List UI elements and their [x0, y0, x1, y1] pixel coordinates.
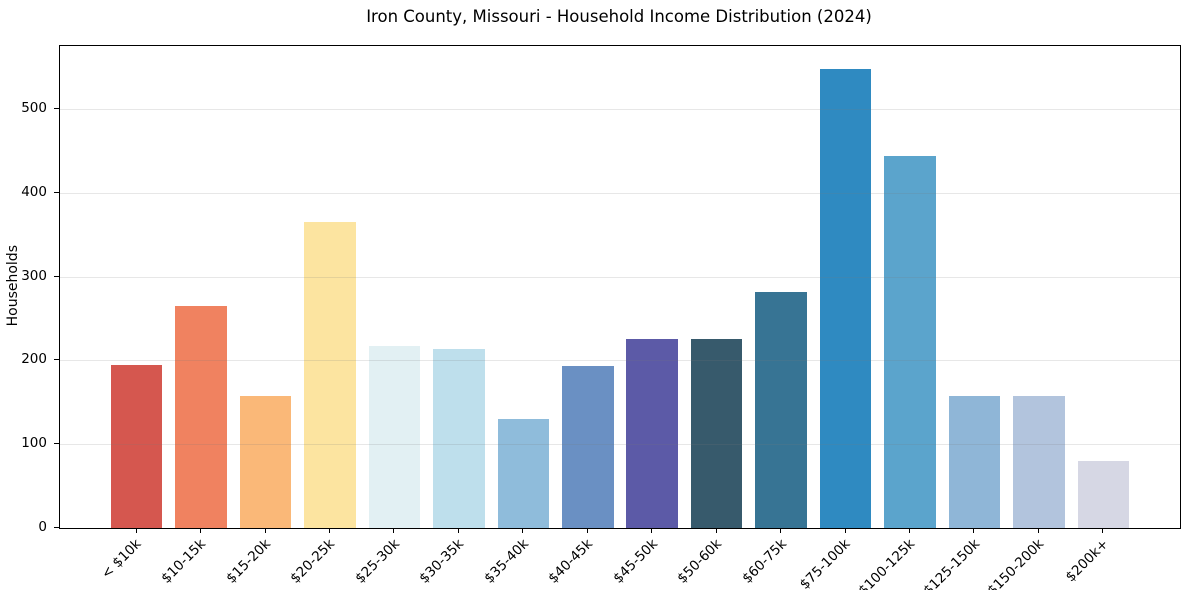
y-tick-label-300: 300 — [21, 267, 47, 284]
x-tick-label-13: $125-150k — [920, 536, 983, 590]
bar-10 — [755, 292, 807, 528]
y-tick-mark-200 — [54, 359, 59, 361]
x-tick-mark-9 — [715, 528, 717, 533]
x-tick-label-11: $75-100k — [797, 536, 854, 590]
y-tick-label-500: 500 — [21, 99, 47, 116]
x-tick-label-8: $45-50k — [609, 536, 661, 587]
bar-14 — [1013, 396, 1065, 528]
bar-3 — [304, 222, 356, 528]
bar-4 — [368, 346, 421, 528]
y-tick-mark-100 — [54, 443, 59, 445]
x-tick-mark-11 — [844, 528, 846, 533]
x-tick-mark-10 — [780, 528, 782, 533]
chart-title: Iron County, Missouri - Household Income… — [366, 7, 872, 26]
x-tick-mark-4 — [393, 528, 395, 533]
x-tick-label-9: $50-60k — [674, 536, 726, 587]
x-tick-label-15: $200k+ — [1062, 536, 1112, 586]
x-tick-label-2: $15-20k — [223, 536, 274, 587]
y-axis-label: Households — [5, 245, 21, 327]
bar-11 — [819, 69, 872, 528]
x-tick-mark-14 — [1037, 528, 1039, 533]
plot-area — [59, 45, 1181, 529]
gridline-y-500 — [60, 108, 1180, 110]
bar-13 — [948, 396, 1001, 528]
bar-0 — [110, 365, 163, 528]
y-tick-mark-0 — [54, 527, 59, 528]
bar-8 — [626, 339, 678, 528]
x-tick-label-1: $10-15k — [158, 536, 210, 587]
x-tick-label-7: $40-45k — [545, 536, 597, 587]
x-tick-label-0: < $10k — [98, 536, 145, 583]
x-tick-label-14: $150-200k — [984, 536, 1048, 590]
x-tick-mark-8 — [651, 528, 653, 533]
gridline-y-400 — [60, 192, 1180, 194]
x-tick-mark-13 — [973, 528, 975, 533]
y-tick-mark-500 — [54, 107, 59, 109]
gridline-y-100 — [60, 444, 1180, 446]
x-tick-mark-2 — [264, 528, 266, 533]
x-tick-mark-15 — [1102, 528, 1104, 533]
x-tick-mark-12 — [909, 528, 911, 533]
y-tick-label-0: 0 — [38, 519, 47, 535]
x-tick-label-12: $100-125k — [855, 536, 919, 590]
x-tick-label-3: $20-25k — [287, 536, 339, 587]
x-tick-label-5: $30-35k — [416, 536, 468, 587]
x-tick-mark-0 — [135, 528, 137, 533]
y-tick-mark-400 — [54, 191, 59, 193]
x-tick-mark-3 — [328, 528, 330, 533]
gridline-y-300 — [60, 276, 1180, 278]
y-tick-label-100: 100 — [21, 435, 47, 452]
x-tick-mark-6 — [522, 528, 524, 533]
y-axis-label-wrap: Households — [4, 45, 22, 527]
y-tick-label-400: 400 — [21, 183, 47, 200]
bar-2 — [239, 396, 292, 528]
x-tick-mark-1 — [200, 528, 202, 533]
bar-1 — [175, 305, 227, 528]
x-tick-mark-5 — [457, 528, 459, 533]
bar-7 — [562, 366, 614, 528]
gridline-y-200 — [60, 360, 1180, 362]
bar-5 — [433, 349, 485, 528]
bar-12 — [884, 155, 936, 528]
x-tick-mark-7 — [586, 528, 588, 533]
x-tick-label-6: $35-40k — [480, 536, 532, 587]
x-tick-label-4: $25-30k — [352, 536, 403, 587]
y-tick-mark-300 — [54, 275, 59, 277]
y-tick-label-200: 200 — [21, 351, 47, 368]
bar-9 — [690, 339, 743, 528]
bar-15 — [1077, 460, 1130, 528]
x-tick-label-10: $60-75k — [738, 536, 790, 587]
bar-6 — [497, 419, 550, 528]
